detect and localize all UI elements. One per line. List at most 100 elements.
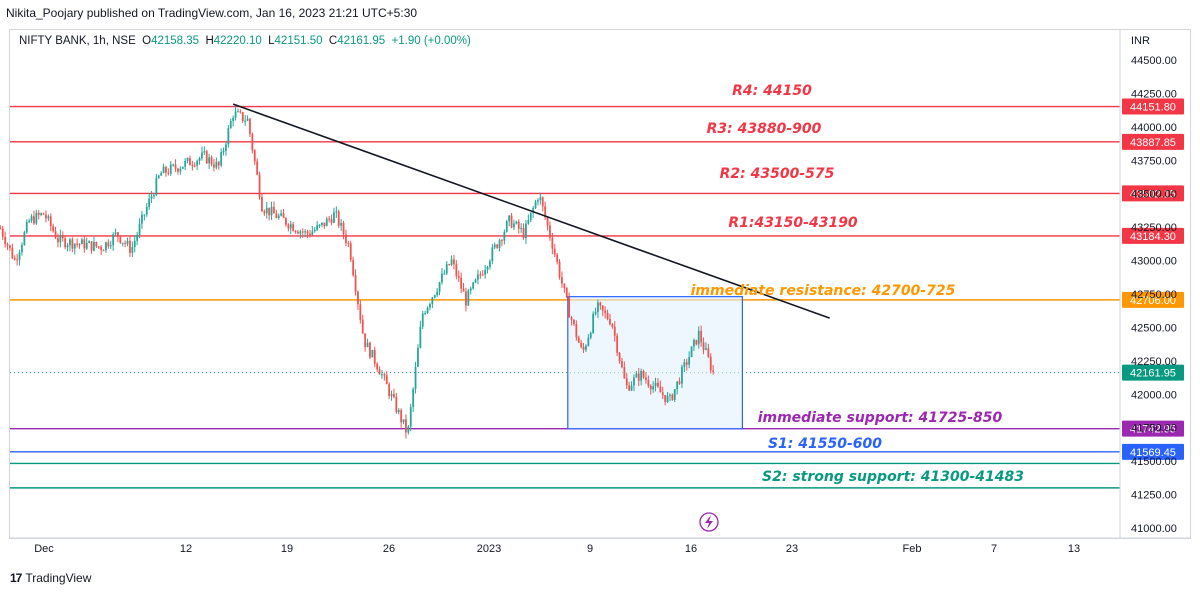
price-axis[interactable]: 44500.00 44250.00 44000.00 43750.00 43500.00… <box>1119 29 1177 538</box>
level-annotation: R1:43150-43190 <box>728 215 858 231</box>
candle-body <box>1 228 4 237</box>
candle-body <box>645 377 647 381</box>
candle-body <box>40 213 43 215</box>
candle-body <box>666 395 669 402</box>
candle-body <box>465 291 467 306</box>
candle-body <box>601 305 604 311</box>
candle-body <box>61 235 64 239</box>
candle-body <box>378 369 381 375</box>
price-tick-label: 43250.00 <box>1131 222 1177 234</box>
candle-body <box>693 339 695 347</box>
candle-body <box>561 277 563 284</box>
candle-body <box>443 273 446 275</box>
candle-body <box>681 366 683 384</box>
candle-body <box>503 231 506 241</box>
candle-body <box>532 208 535 213</box>
candle-body <box>249 118 251 135</box>
candle-body <box>688 357 691 365</box>
candle-body <box>90 241 93 251</box>
candle-body <box>357 291 359 305</box>
consolidation-box-layer <box>567 296 743 430</box>
candle-body <box>683 362 686 367</box>
candle-body <box>409 407 412 427</box>
candle-body <box>335 211 338 213</box>
candle-body <box>400 410 403 423</box>
candle-body <box>397 410 400 413</box>
candle-body <box>381 374 383 376</box>
candle-body <box>702 342 705 350</box>
level-price-tag <box>1122 185 1184 202</box>
candle-body <box>541 197 544 207</box>
candle-body <box>417 347 419 367</box>
trendline[interactable] <box>232 103 830 319</box>
lightning-icon[interactable] <box>699 512 719 532</box>
candle-body <box>673 389 676 400</box>
candle-body <box>553 248 556 255</box>
candle-body <box>133 240 136 247</box>
candle-body <box>345 234 347 243</box>
candle-body <box>189 158 191 166</box>
candle-body <box>234 111 237 118</box>
level-annotation: R4: 44150 <box>732 83 812 99</box>
trendline-layer[interactable] <box>232 103 830 319</box>
change-value: +1.90 (+0.00%) <box>391 35 471 47</box>
high-value: 42220.10 <box>213 35 262 47</box>
candle-body <box>241 112 244 121</box>
time-tick-label: 2023 <box>477 543 501 555</box>
candle-body <box>306 231 309 234</box>
candle-body <box>347 242 350 244</box>
time-tick-label: 7 <box>991 543 997 555</box>
candle-body <box>455 264 458 276</box>
candle-body <box>496 244 499 248</box>
candle-body <box>460 277 463 289</box>
time-axis[interactable]: Dec 12 19 26 2023 9 16 23 Feb 7 13 <box>9 537 1191 555</box>
candle-body <box>546 217 549 226</box>
candle-body <box>97 246 100 248</box>
candle-body <box>671 394 674 400</box>
candle-body <box>385 375 388 385</box>
candle-body <box>549 225 551 238</box>
candle-body <box>515 221 518 224</box>
candle-body <box>647 380 650 386</box>
candle-body <box>23 232 26 245</box>
candle-body <box>529 212 532 221</box>
level-price-tag <box>1122 98 1184 115</box>
candle-body <box>685 362 688 365</box>
symbol-name[interactable]: NIFTY BANK, 1h, NSE <box>19 35 136 47</box>
candle-body <box>441 273 443 283</box>
candle-body <box>352 259 355 276</box>
candle-body <box>652 386 655 390</box>
candle-body <box>220 152 223 166</box>
price-tick-label: 42500.00 <box>1131 322 1177 334</box>
candle-body <box>419 326 422 348</box>
consolidation-box[interactable] <box>567 296 743 430</box>
candle-body <box>421 313 424 327</box>
price-tick-label: 43000.00 <box>1131 256 1177 268</box>
candle-body <box>0 228 2 230</box>
candle-body <box>107 242 110 247</box>
candle-body <box>275 213 278 219</box>
level-annotation: immediate support: 41725-850 <box>758 410 1003 426</box>
candle-body <box>66 245 69 248</box>
candle-body <box>184 160 187 167</box>
candle-body <box>637 373 640 381</box>
price-tick-label: 42250.00 <box>1131 356 1177 368</box>
candle-body <box>592 313 595 333</box>
high-label: H <box>205 35 214 47</box>
candle-body <box>265 207 268 214</box>
candle-body <box>690 346 693 358</box>
candle-body <box>364 333 367 348</box>
current-price-tag-text: 42161.95 <box>1130 368 1176 380</box>
candle-body <box>273 206 275 214</box>
candle-body <box>117 232 119 237</box>
candle-body <box>573 319 575 325</box>
candle-body <box>395 397 398 413</box>
candle-body <box>587 337 590 346</box>
candle-body <box>577 337 580 343</box>
candle-body <box>429 303 431 308</box>
candle-body <box>83 239 86 249</box>
candle-body <box>318 224 321 226</box>
candle-body <box>282 213 285 218</box>
tradingview-logo[interactable]: 17 TradingView <box>10 571 91 585</box>
